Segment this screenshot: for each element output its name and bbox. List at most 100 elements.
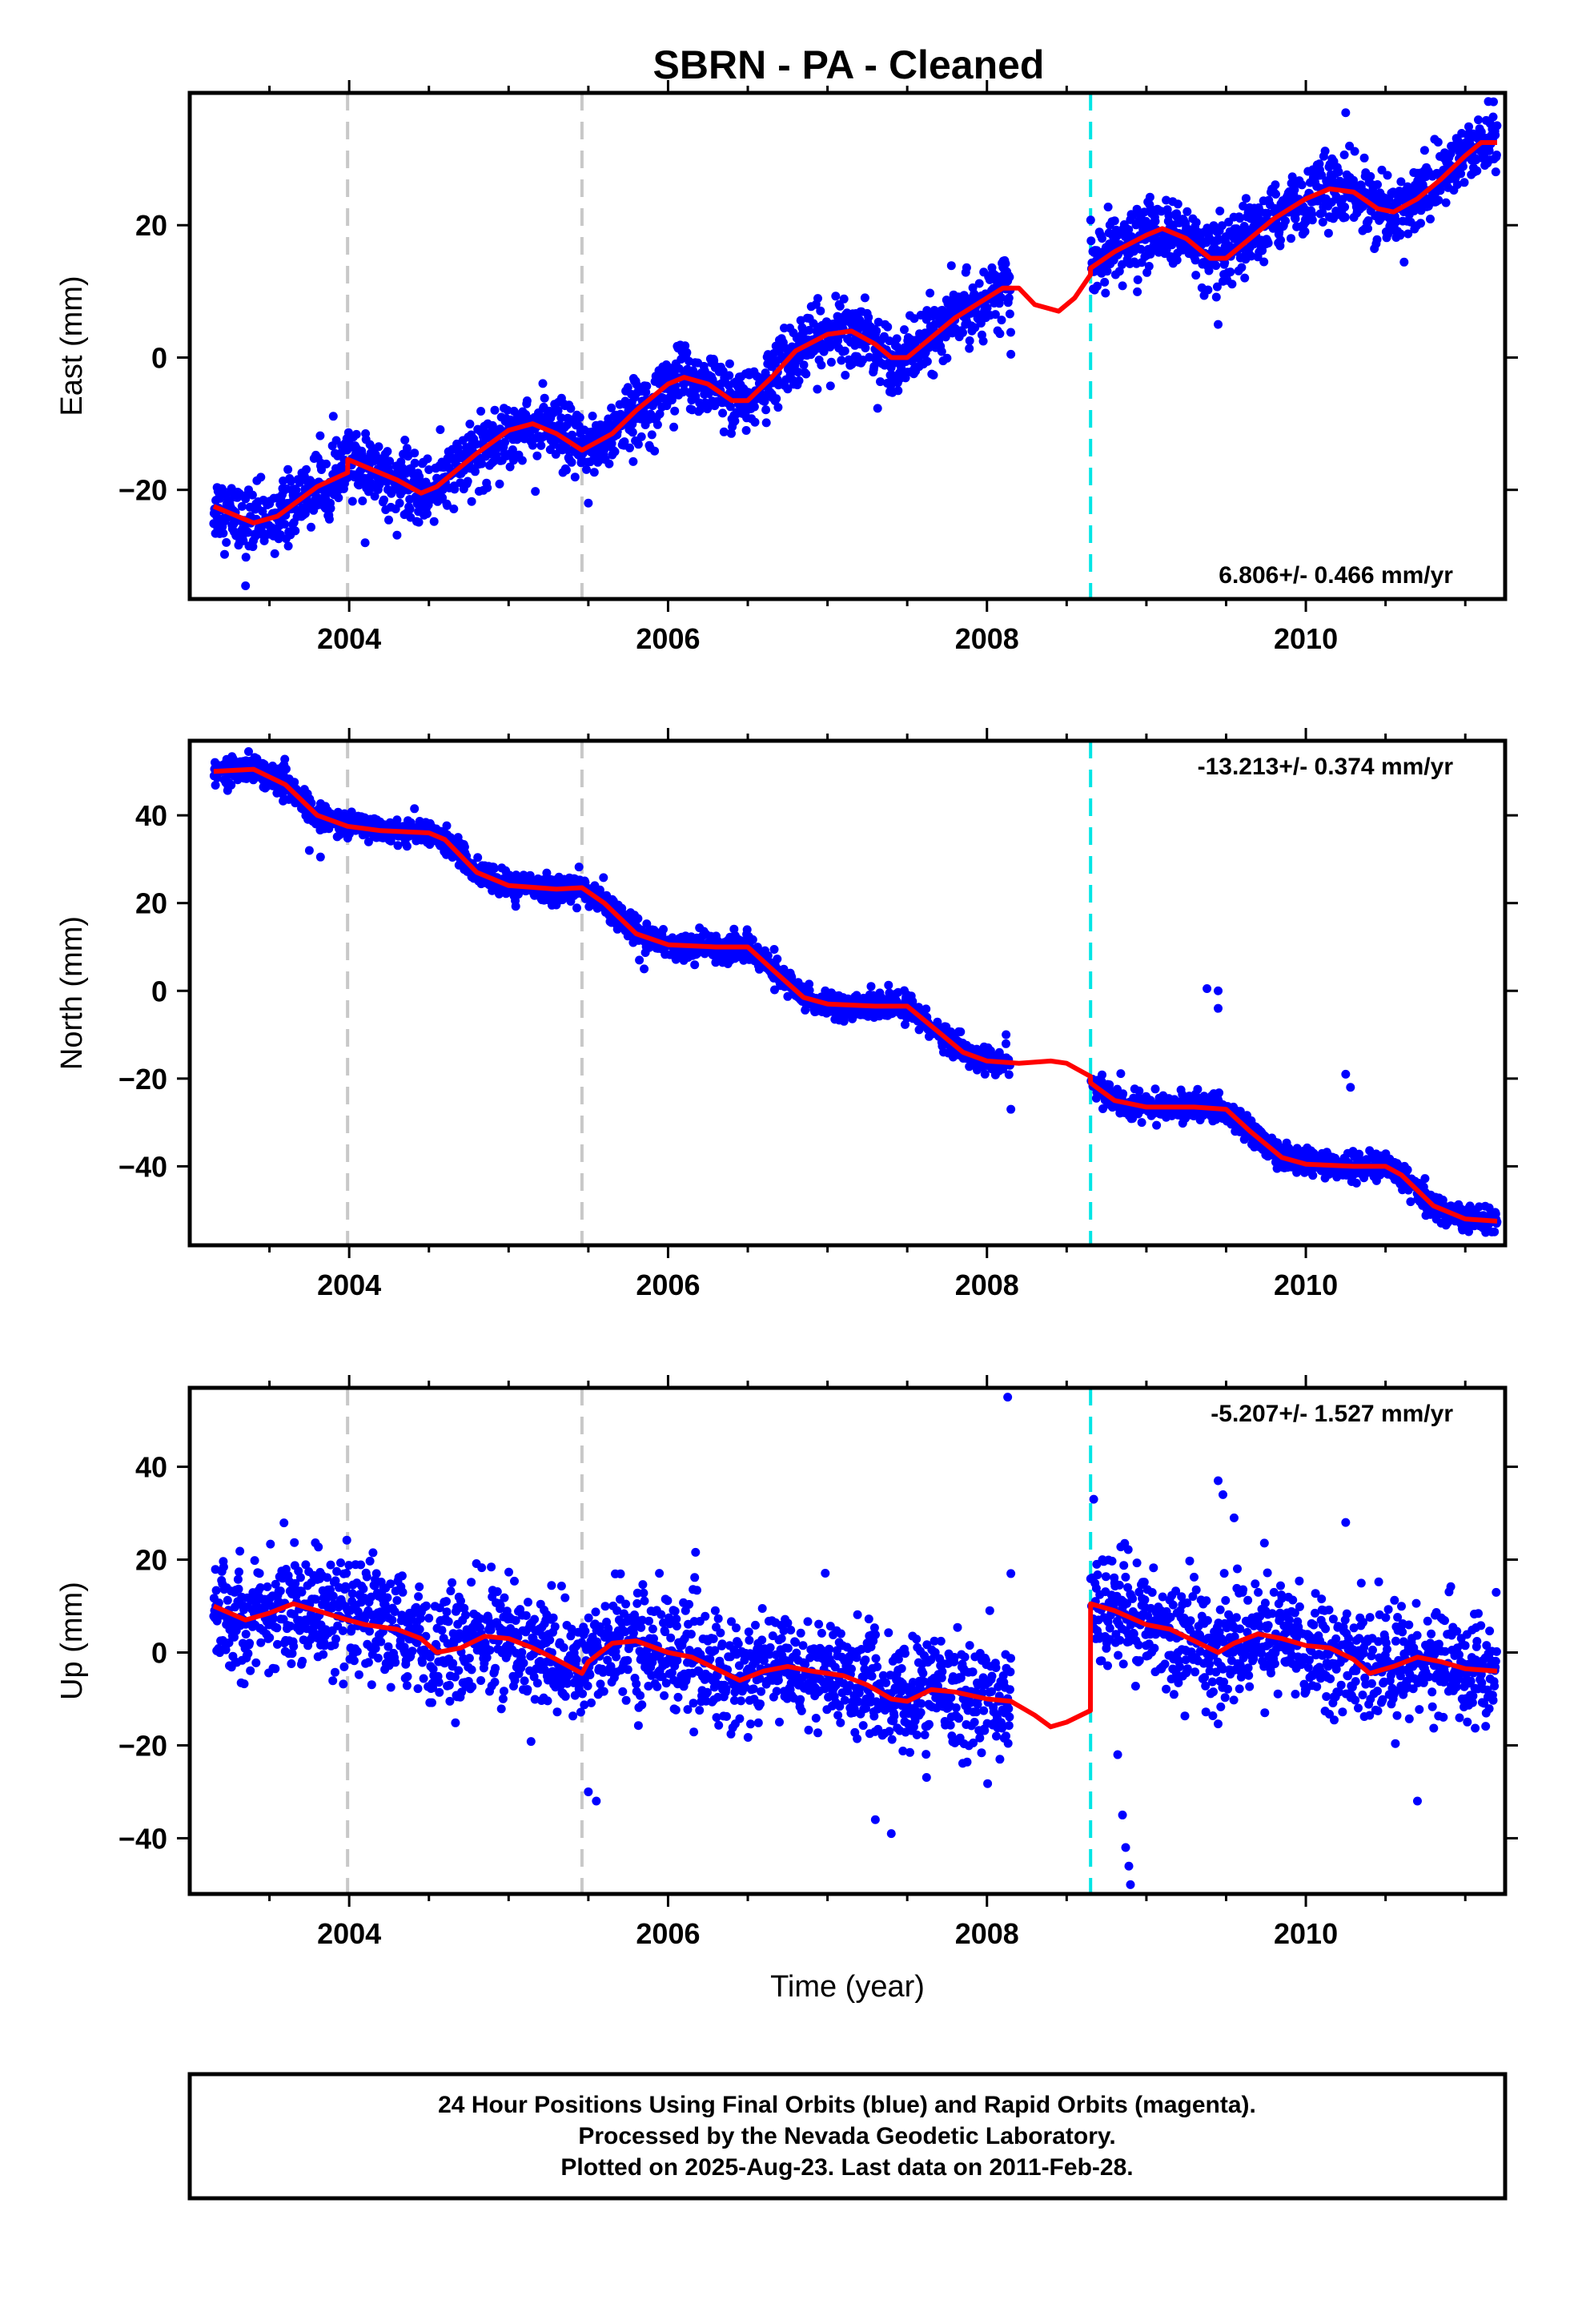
position-point bbox=[1173, 199, 1182, 209]
position-point bbox=[719, 427, 729, 436]
position-point bbox=[864, 312, 873, 322]
position-point bbox=[1419, 146, 1429, 155]
position-point bbox=[402, 842, 412, 851]
position-point bbox=[892, 334, 901, 344]
position-point bbox=[465, 420, 475, 428]
position-point bbox=[1363, 223, 1372, 233]
position-point bbox=[718, 408, 728, 418]
position-point bbox=[442, 821, 452, 830]
position-point bbox=[490, 405, 500, 415]
position-point bbox=[1239, 222, 1249, 231]
position-point bbox=[956, 1027, 966, 1036]
position-point bbox=[783, 991, 793, 1001]
velocity-label-east: 6.806+/- 0.466 mm/yr bbox=[1219, 562, 1453, 589]
position-point bbox=[453, 443, 463, 452]
position-point bbox=[826, 357, 836, 367]
position-point bbox=[909, 314, 919, 324]
position-point bbox=[517, 456, 527, 465]
position-point bbox=[1002, 1039, 1010, 1048]
position-point bbox=[1116, 1069, 1126, 1079]
position-point bbox=[283, 541, 293, 551]
position-point bbox=[1217, 221, 1227, 231]
x-tick-label: 2008 bbox=[955, 622, 1019, 655]
position-point bbox=[1247, 251, 1256, 261]
position-point bbox=[749, 402, 759, 412]
position-point bbox=[1399, 257, 1409, 267]
position-point bbox=[1211, 261, 1221, 271]
position-point bbox=[690, 960, 700, 970]
position-point bbox=[374, 442, 383, 452]
position-point bbox=[840, 346, 849, 356]
position-point bbox=[1492, 151, 1501, 159]
position-point bbox=[866, 982, 876, 991]
position-point bbox=[302, 464, 311, 474]
position-point bbox=[1134, 1086, 1144, 1096]
position-point bbox=[438, 493, 448, 503]
position-point bbox=[1144, 262, 1154, 271]
position-point bbox=[1372, 235, 1382, 244]
position-point bbox=[729, 924, 739, 934]
position-point bbox=[1464, 122, 1473, 131]
position-point bbox=[652, 420, 662, 429]
position-point bbox=[1114, 267, 1124, 276]
position-point bbox=[872, 326, 881, 336]
position-point bbox=[1359, 153, 1369, 163]
position-point bbox=[769, 945, 779, 954]
position-point bbox=[220, 549, 229, 559]
position-point bbox=[1420, 1174, 1430, 1184]
y-tick-label: 20 bbox=[135, 209, 167, 242]
position-point bbox=[1488, 112, 1498, 122]
position-point bbox=[522, 396, 532, 405]
position-point bbox=[588, 412, 597, 420]
position-point bbox=[831, 292, 841, 301]
position-point bbox=[1164, 211, 1174, 220]
position-point bbox=[1271, 190, 1280, 199]
position-point bbox=[599, 873, 608, 883]
position-point bbox=[1373, 180, 1382, 189]
position-point bbox=[1363, 216, 1373, 225]
position-point bbox=[483, 483, 492, 493]
position-point bbox=[1350, 147, 1359, 156]
x-tick-label: 2006 bbox=[636, 622, 700, 655]
position-point bbox=[1476, 127, 1486, 137]
position-point bbox=[281, 764, 291, 774]
position-point bbox=[1093, 281, 1102, 291]
position-point bbox=[813, 294, 822, 304]
position-point bbox=[962, 263, 971, 272]
position-point bbox=[495, 479, 504, 489]
position-point bbox=[958, 328, 967, 337]
position-point bbox=[270, 549, 279, 558]
position-point bbox=[1349, 175, 1358, 185]
position-point bbox=[410, 448, 420, 458]
position-point bbox=[334, 493, 343, 503]
x-tick-label: 2010 bbox=[1274, 622, 1338, 655]
plot-frame-east bbox=[187, 90, 1508, 601]
position-point bbox=[1241, 194, 1251, 203]
position-point bbox=[978, 336, 988, 346]
position-point bbox=[625, 443, 634, 452]
position-point bbox=[922, 356, 932, 366]
position-point bbox=[1433, 138, 1443, 147]
position-point bbox=[982, 304, 992, 312]
position-point bbox=[691, 392, 701, 401]
position-point bbox=[443, 501, 452, 510]
position-point bbox=[237, 501, 247, 511]
position-point bbox=[574, 862, 584, 872]
position-point bbox=[1300, 227, 1310, 236]
position-point bbox=[1416, 219, 1425, 228]
position-point bbox=[392, 530, 402, 540]
position-point bbox=[1105, 1080, 1114, 1089]
position-point bbox=[937, 347, 946, 356]
position-point bbox=[1150, 216, 1160, 226]
position-point bbox=[503, 405, 512, 415]
position-point bbox=[477, 459, 487, 468]
position-point bbox=[1453, 136, 1463, 146]
position-point bbox=[655, 409, 665, 419]
position-point bbox=[1004, 293, 1014, 303]
position-point bbox=[280, 754, 290, 764]
position-point bbox=[1204, 266, 1214, 275]
position-point bbox=[1460, 178, 1469, 187]
position-point bbox=[392, 815, 402, 825]
position-point bbox=[370, 492, 379, 501]
position-point bbox=[402, 444, 412, 453]
